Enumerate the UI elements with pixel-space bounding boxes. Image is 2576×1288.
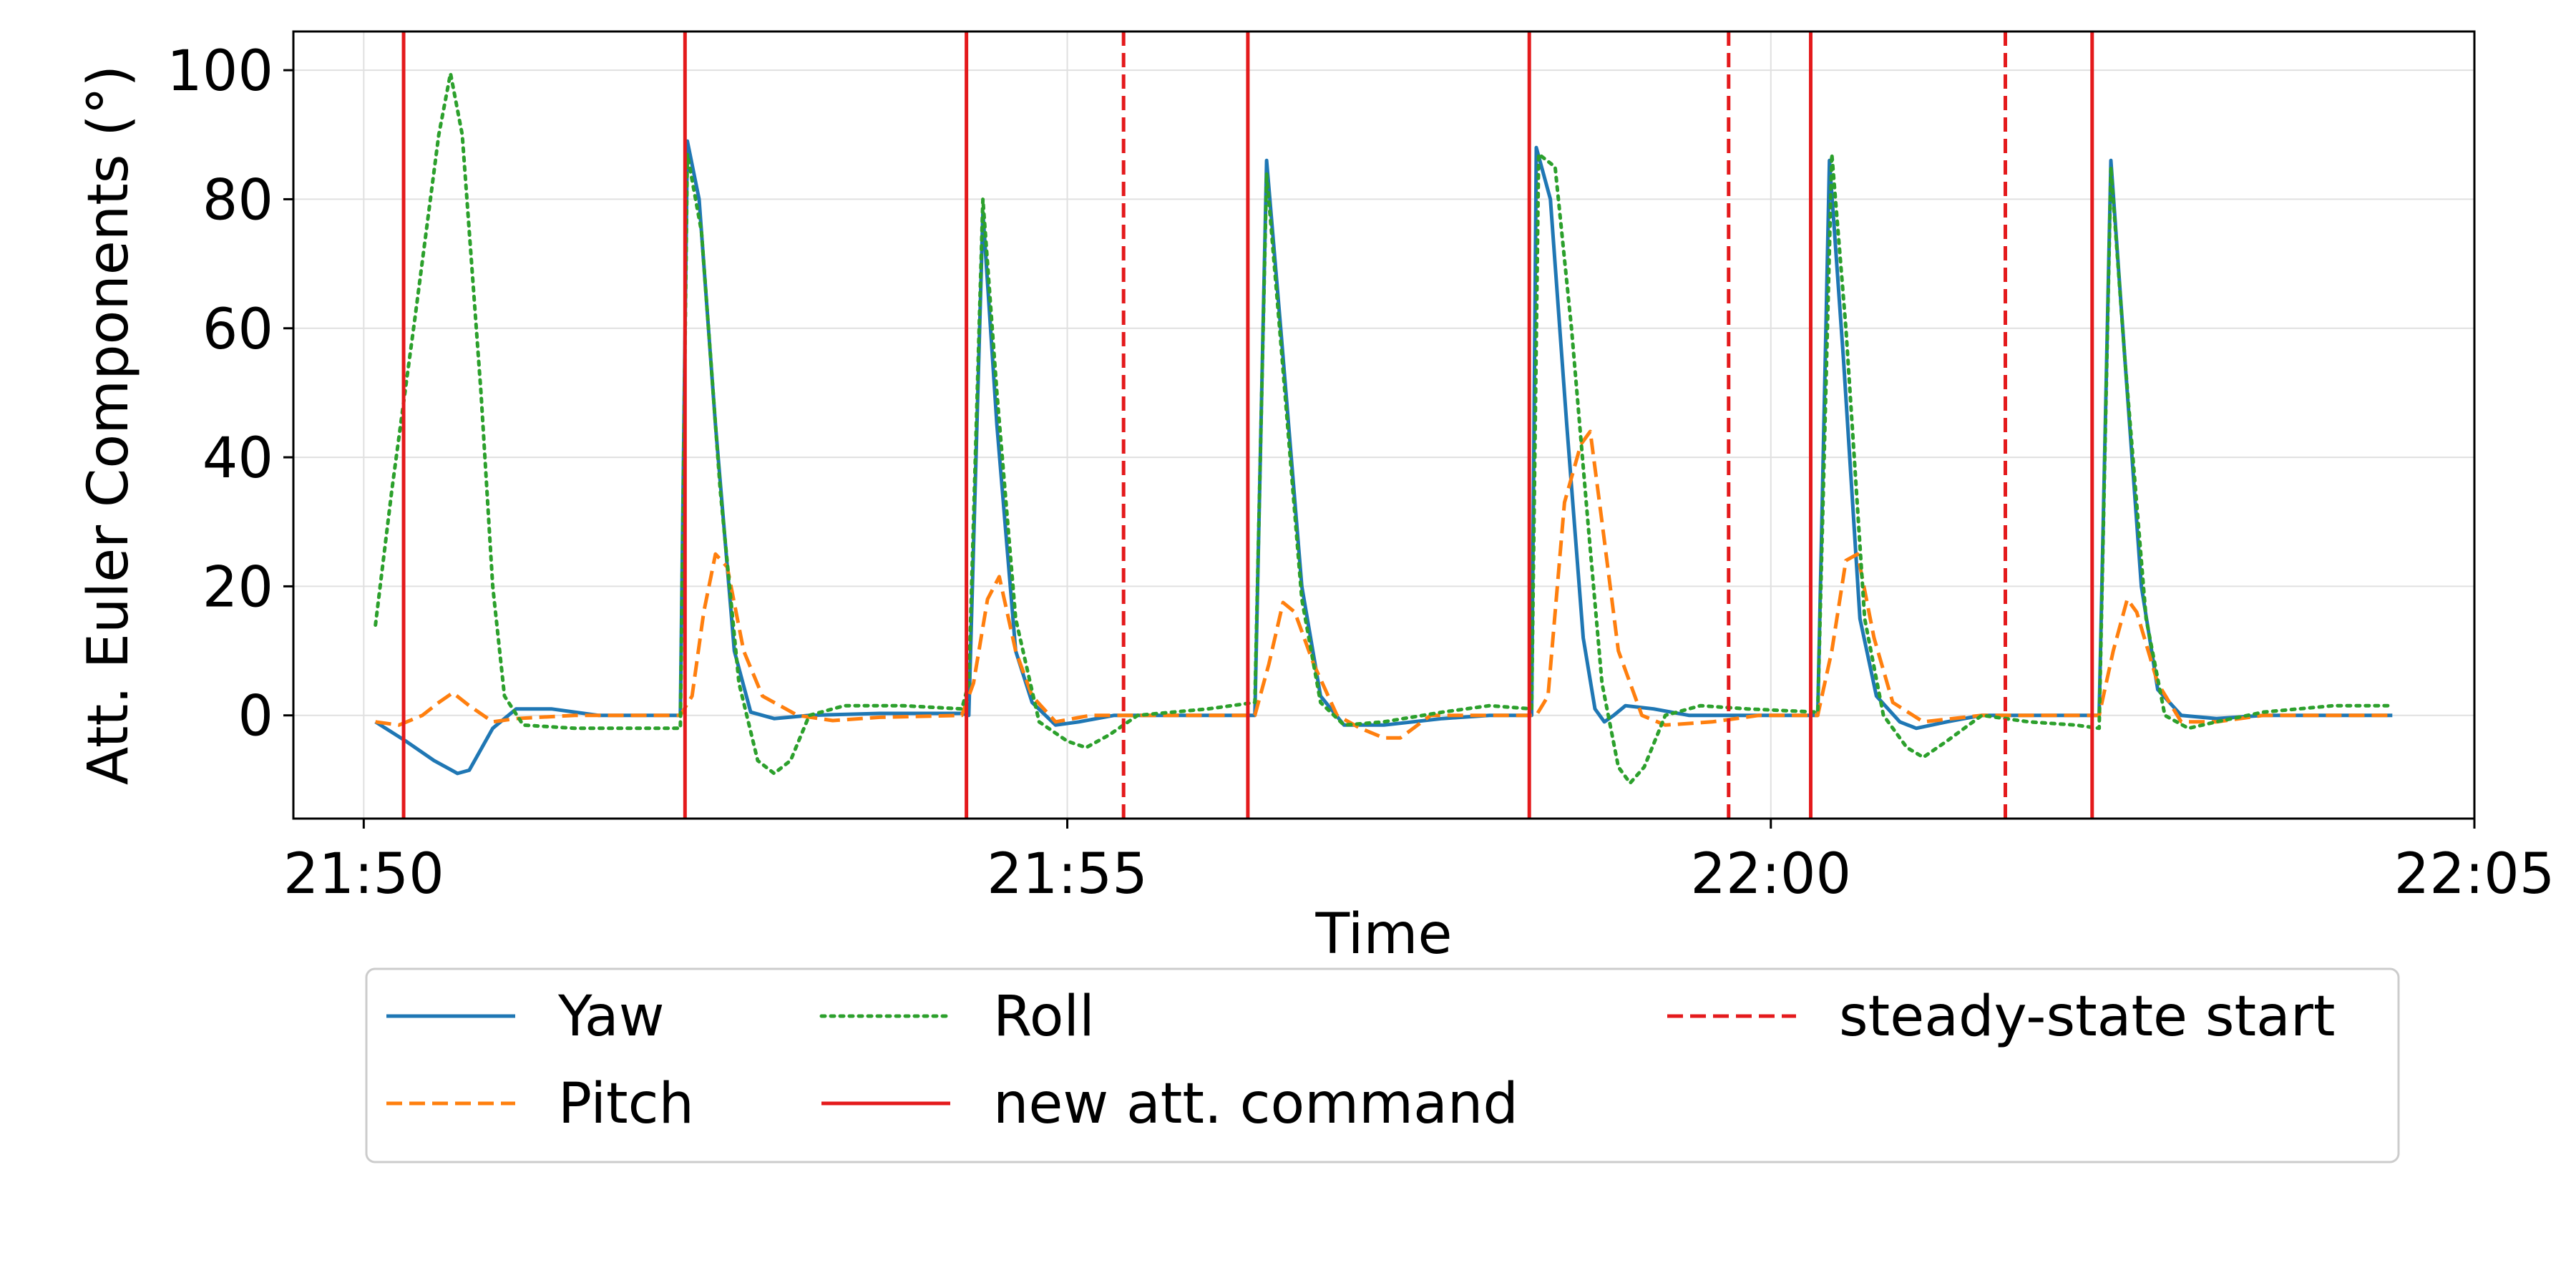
legend-label: Roll (993, 985, 1095, 1049)
marker-layer (401, 31, 2094, 819)
series-layer (374, 72, 2394, 785)
legend-frame (365, 967, 2400, 1163)
legend-label: Yaw (557, 985, 665, 1049)
series-line-pitch (375, 429, 2393, 740)
y-tick-label: 0 (238, 685, 273, 749)
x-tick-label: 22:00 (1690, 842, 1851, 907)
y-axis-ticks: 0 20 40 60 80 100 (167, 39, 293, 749)
x-tick-label: 22:05 (2394, 842, 2555, 907)
legend-entries: Yaw Pitch Roll new att. command steady-state… (386, 985, 2336, 1136)
y-tick-label: 100 (167, 39, 273, 104)
x-tick-label: 21:55 (987, 842, 1148, 907)
x-axis-ticks: 21:50 21:55 22:00 22:05 (283, 819, 2555, 907)
x-tick-label: 21:50 (283, 842, 444, 907)
plot-frame (292, 30, 2476, 820)
legend-label: steady-state start (1839, 985, 2336, 1049)
y-axis-label: Att. Euler Components (°) (77, 65, 141, 785)
series-line-roll (374, 72, 2394, 785)
y-tick-label: 40 (203, 426, 273, 491)
legend: Yaw Pitch Roll new att. command steady-state… (365, 967, 2400, 1163)
y-tick-label: 80 (203, 168, 273, 233)
legend-label: new att. command (993, 1072, 1518, 1136)
grid-lines (293, 31, 2475, 819)
legend-label: Pitch (558, 1072, 694, 1136)
y-tick-label: 60 (203, 298, 273, 362)
y-tick-label: 20 (203, 555, 273, 620)
plot-area (374, 31, 2394, 819)
x-axis-label: Time (1315, 902, 1453, 967)
